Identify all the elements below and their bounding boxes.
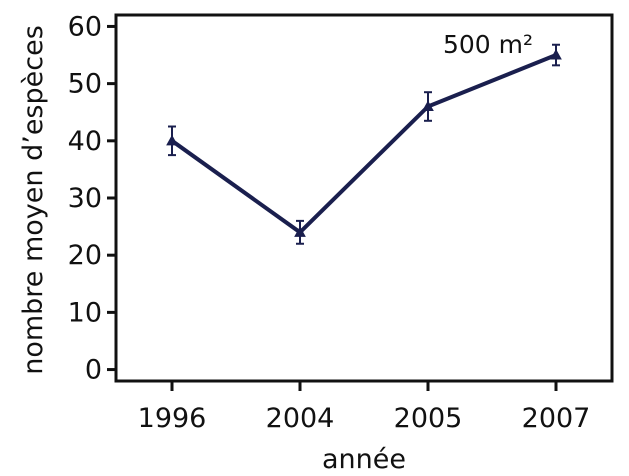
axes [114,13,614,383]
x-axis-title: année [322,444,406,475]
error-bars [168,43,560,245]
tick-marks [107,24,558,391]
plot-frame [114,13,614,383]
y-tick-label: 10 [68,297,102,328]
data-point [422,100,434,111]
data-point [166,134,178,146]
x-tick-label: 2004 [266,403,335,434]
y-tick-label: 50 [68,69,102,100]
y-tick-label: 30 [68,183,102,214]
data-points [166,49,562,237]
x-tick-label: 2007 [522,403,591,434]
y-tick-label: 60 [68,11,102,42]
annotation-label: 500 m² [443,30,533,59]
series-group [170,53,558,235]
x-tick-label: 1996 [138,403,207,434]
x-tick-labels: 1996 2004 2005 2007 [138,403,591,434]
data-point [294,226,306,237]
y-tick-labels: 0 10 20 30 40 50 60 [68,11,102,385]
y-tick-label: 0 [85,355,102,386]
series-line [170,53,558,235]
data-point [550,49,562,60]
y-tick-label: 40 [68,126,102,157]
x-tick-label: 2005 [394,403,463,434]
y-tick-label: 20 [68,240,102,271]
y-axis-title: nombre moyen d’espèces [18,25,49,375]
